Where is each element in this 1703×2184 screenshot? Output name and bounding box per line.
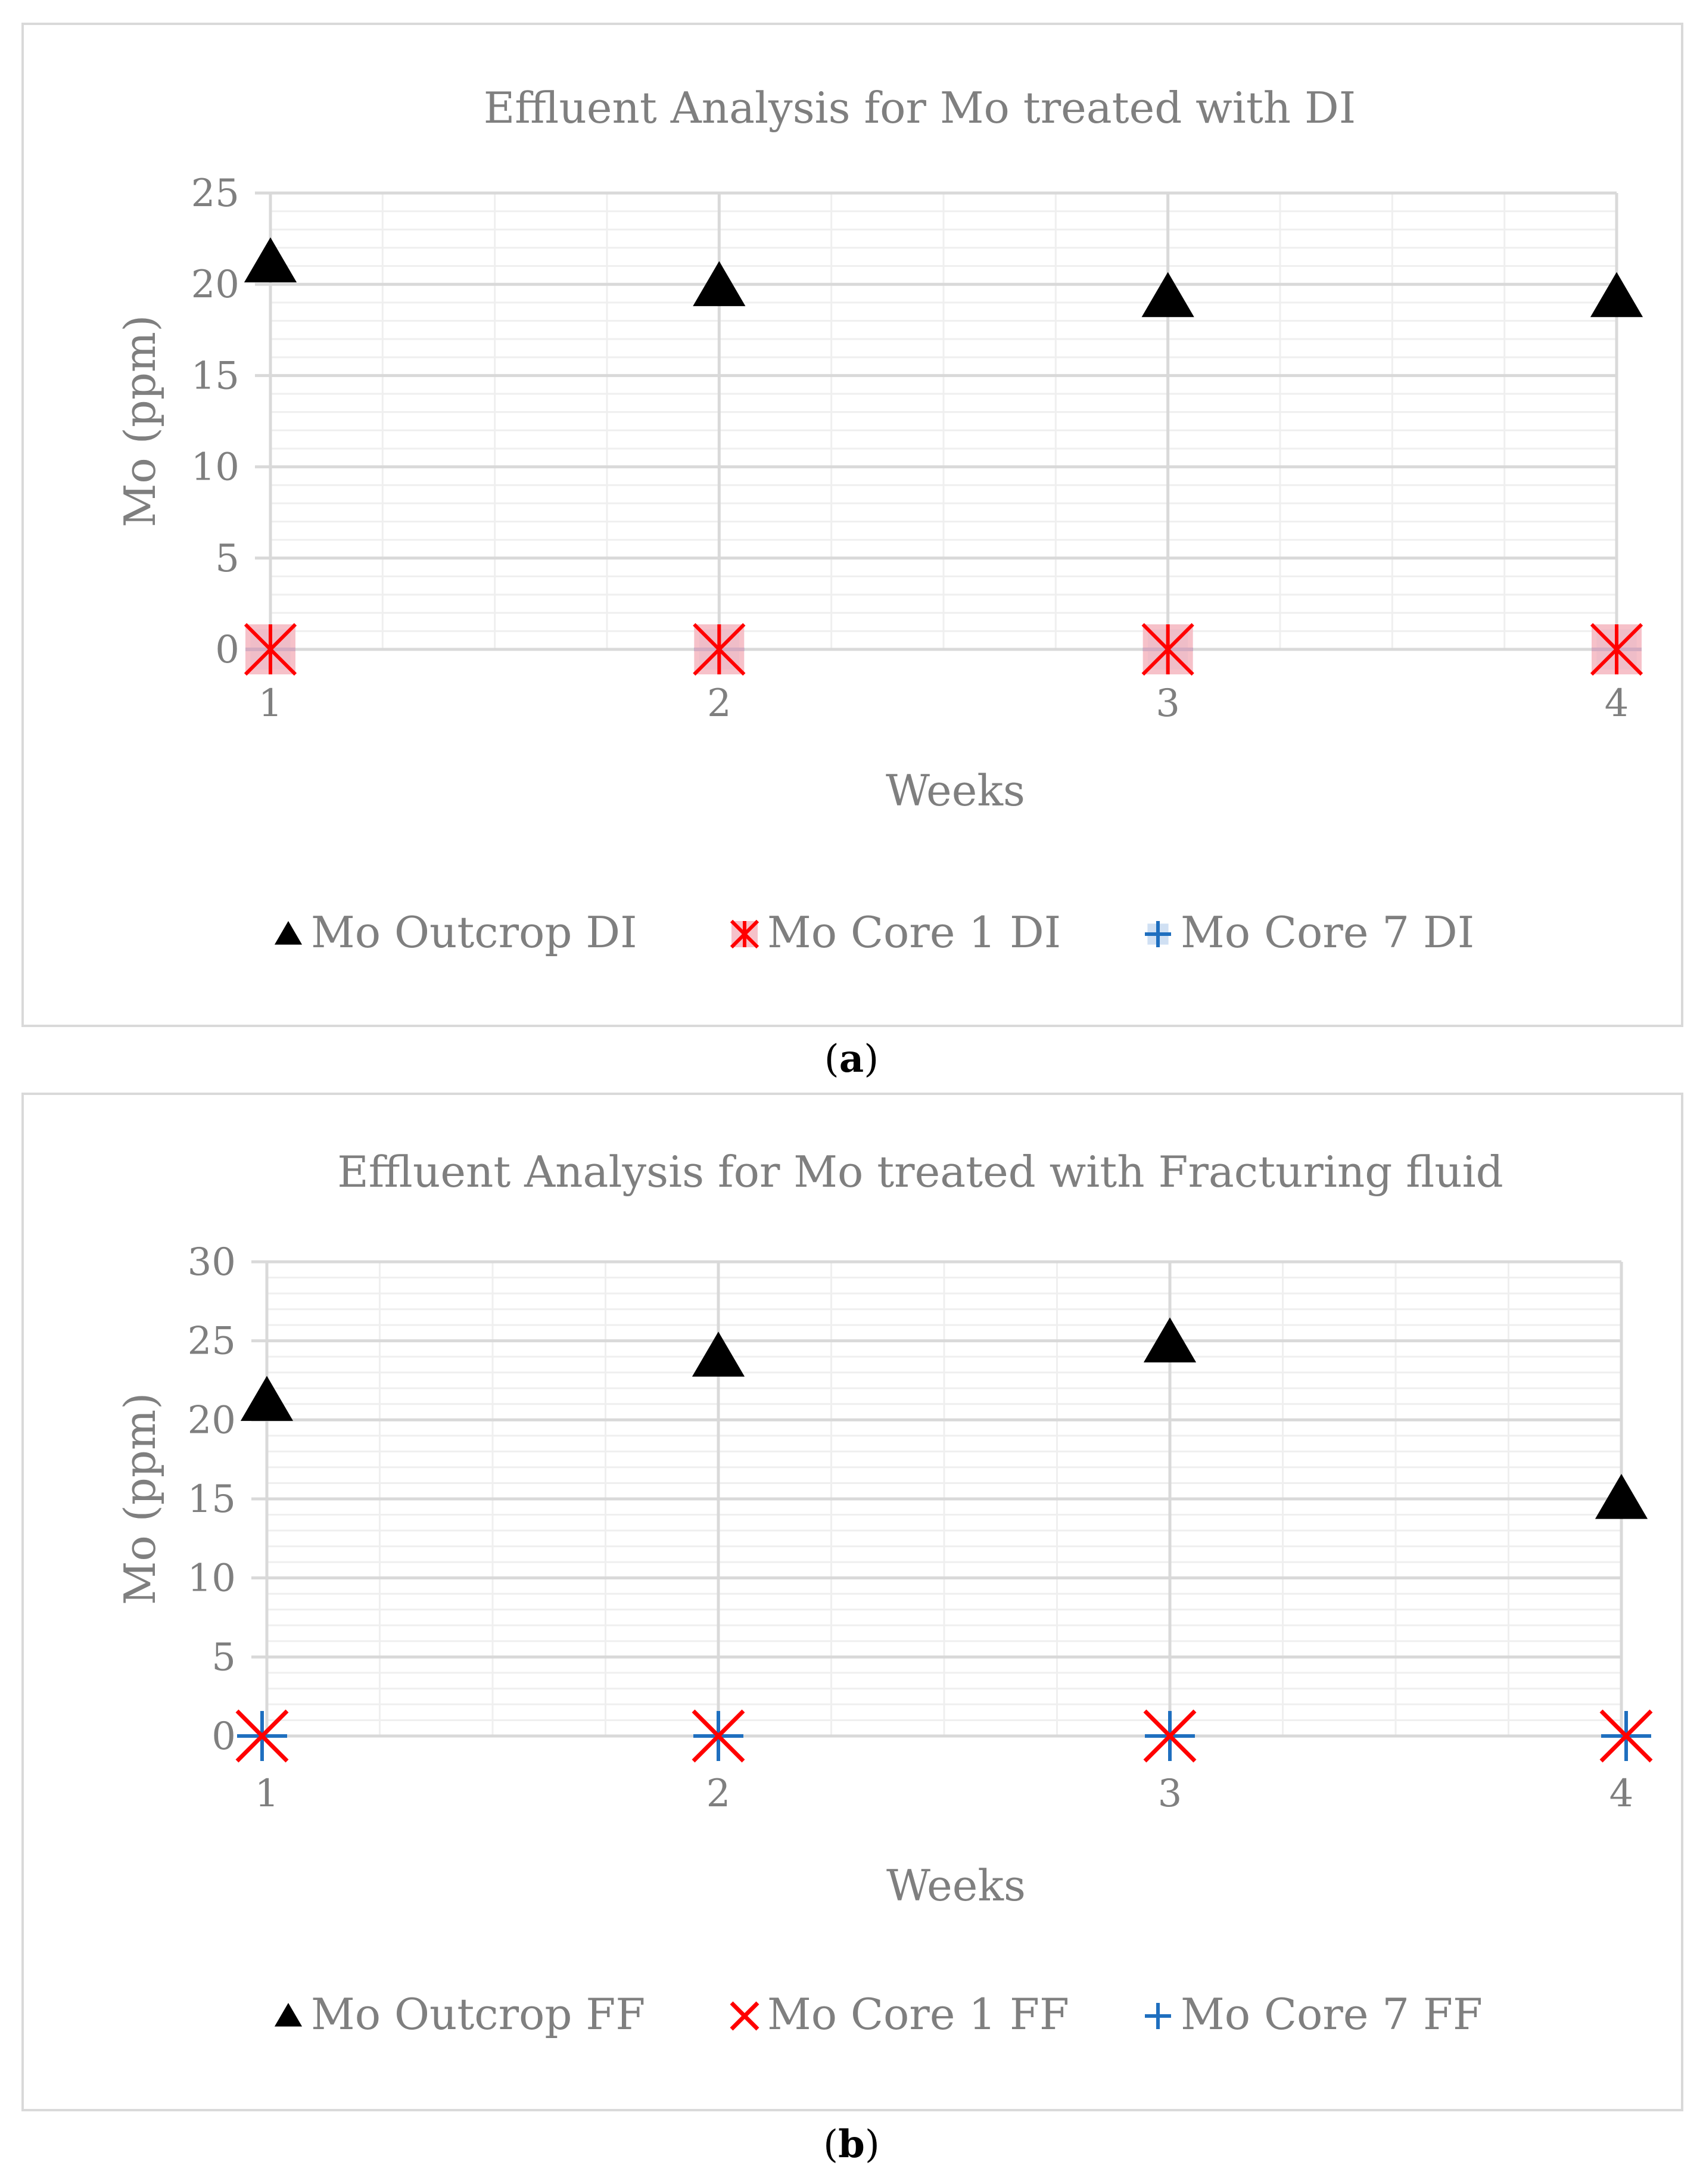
chart-a-y-tick-label: 25 — [191, 172, 239, 216]
chart-b-legend-marker — [730, 2001, 759, 2031]
chart-a-y-tick-label: 0 — [215, 628, 239, 672]
chart-a-y-tick-label: 20 — [191, 263, 239, 307]
chart-b-point — [692, 1331, 745, 1377]
chart-b-y-tick-label: 25 — [188, 1320, 236, 1364]
chart-a-legend-label: Mo Core 1 DI — [767, 907, 1061, 957]
chart-b: Effluent Analysis for Mo treated with Fr… — [115, 1147, 1653, 2039]
chart-a-point — [1590, 272, 1643, 318]
chart-a-legend-marker — [730, 919, 759, 949]
chart-b-series-1 — [235, 1709, 1653, 1763]
chart-b-y-tick-label: 0 — [211, 1715, 236, 1759]
chart-b-point — [1143, 1317, 1197, 1362]
chart-a-y-tick-label: 5 — [215, 537, 239, 581]
chart-a-x-tick-label: 1 — [259, 682, 283, 726]
chart-b-x-axis-label: Weeks — [886, 1861, 1026, 1911]
chart-a-series-0 — [244, 237, 1643, 318]
chart-panel-b: Effluent Analysis for Mo treated with Fr… — [21, 1093, 1683, 2111]
chart-b-point — [235, 1709, 289, 1763]
chart-b-x-tick-label: 2 — [706, 1772, 731, 1816]
chart-b-grid — [251, 1260, 1623, 1738]
caption-b-letter: b — [838, 2122, 865, 2167]
chart-b-legend-label: Mo Core 7 FF — [1181, 1989, 1483, 2039]
chart-b-point — [692, 1709, 745, 1763]
chart-b-x-tick-label: 1 — [255, 1772, 279, 1816]
chart-a-y-tick-label: 15 — [191, 354, 239, 398]
chart-b-y-tick-label: 20 — [188, 1398, 236, 1442]
chart-panel-a: Effluent Analysis for Mo treated with DI… — [21, 23, 1683, 1027]
chart-b-legend-item: Mo Core 7 FF — [1145, 1989, 1483, 2039]
chart-b-legend: Mo Outcrop FF Mo Core 1 FF Mo Core 7 FF — [274, 1989, 1483, 2039]
chart-a-point — [693, 261, 746, 306]
chart-b-legend-item: Mo Core 1 FF — [730, 1989, 1069, 2039]
chart-a-legend-label: Mo Core 7 DI — [1181, 907, 1474, 957]
chart-b-legend-item: Mo Outcrop FF — [274, 1989, 645, 2039]
chart-a-y-tick-label: 10 — [191, 446, 239, 490]
caption-a: (a) — [0, 1037, 1703, 1081]
caption-b-close: ) — [864, 2123, 880, 2167]
chart-a-legend-item: Mo Core 1 DI — [730, 907, 1061, 957]
chart-a: Effluent Analysis for Mo treated with DI… — [115, 83, 1643, 957]
chart-b-y-axis-label: Mo (ppm) — [115, 1393, 165, 1606]
chart-a-legend-marker — [274, 921, 303, 945]
chart-b-x-tick-label: 4 — [1609, 1772, 1634, 1816]
chart-a-point — [1141, 623, 1194, 676]
chart-b-title: Effluent Analysis for Mo treated with Fr… — [337, 1147, 1503, 1197]
chart-b-y-tick-label: 10 — [188, 1557, 236, 1601]
chart-a-legend: Mo Outcrop DI Mo Core 1 DI Mo Core 7 DI — [274, 907, 1474, 957]
caption-a-open: ( — [824, 1037, 839, 1081]
chart-b-legend-label: Mo Outcrop FF — [311, 1989, 645, 2039]
chart-a-legend-label: Mo Outcrop DI — [311, 907, 637, 957]
chart-b-y-tick-label: 30 — [188, 1240, 236, 1284]
chart-a-point — [693, 623, 746, 676]
chart-a-x-tick-label: 4 — [1605, 682, 1629, 726]
chart-b-point — [240, 1376, 294, 1421]
caption-a-letter: a — [839, 1037, 864, 1081]
chart-b-point — [1143, 1709, 1197, 1763]
chart-a-x-tick-label: 2 — [707, 682, 731, 726]
caption-b-open: ( — [823, 2123, 839, 2167]
chart-a-point — [244, 623, 297, 676]
chart-a-grid — [255, 191, 1618, 651]
chart-b-legend-marker — [274, 2003, 303, 2027]
chart-a-legend-item: Mo Outcrop DI — [274, 907, 637, 957]
chart-b-x-tick-label: 3 — [1158, 1772, 1182, 1816]
caption-b: (b) — [0, 2122, 1703, 2167]
chart-a-title: Effluent Analysis for Mo treated with DI — [484, 83, 1356, 133]
chart-a-point — [1590, 623, 1643, 676]
chart-b-point — [1599, 1709, 1653, 1763]
chart-a-series-1 — [244, 623, 1643, 676]
chart-b-legend-marker — [1145, 2003, 1171, 2029]
chart-a-legend-item: Mo Core 7 DI — [1145, 907, 1474, 957]
chart-a-point — [1141, 272, 1194, 318]
chart-a-x-axis-label: Weeks — [886, 766, 1025, 816]
caption-a-close: ) — [864, 1037, 879, 1081]
chart-b-point — [1595, 1474, 1648, 1519]
chart-b-series-0 — [240, 1317, 1648, 1519]
chart-a-y-axis-label: Mo (ppm) — [115, 315, 165, 528]
chart-a-legend-marker — [1145, 921, 1171, 947]
chart-b-y-tick-label: 15 — [188, 1477, 236, 1522]
chart-b-y-tick-label: 5 — [211, 1635, 236, 1679]
chart-a-point — [244, 237, 297, 283]
chart-b-legend-label: Mo Core 1 FF — [767, 1989, 1069, 2039]
chart-a-x-tick-label: 3 — [1156, 682, 1180, 726]
